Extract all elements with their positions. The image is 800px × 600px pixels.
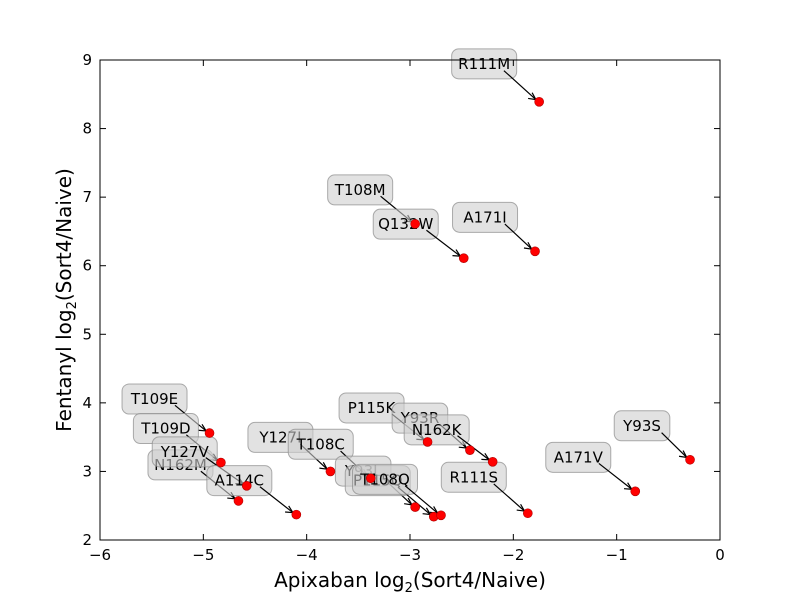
data-point-t108c [365,473,376,484]
annotation-label: T108M [334,181,386,199]
x-tick-label: −3 [399,546,421,564]
annotation-arrow [259,486,294,514]
y-tick-label: 7 [82,188,92,206]
data-point-r111m [534,97,544,107]
x-tick-label: −6 [89,546,111,564]
y-tick-label: 2 [82,531,92,549]
annotation-a114c: A114C [206,465,295,514]
annotation-label: T109E [130,390,178,408]
annotation-box [440,461,507,493]
y-tick-label: 8 [82,120,92,138]
annotation-a171i: A171I [452,201,533,250]
y-tick-label: 3 [82,462,92,480]
data-point-t109d [216,457,226,468]
annotations: R111MT108MQ132WA171IT109ET109DN162MY127V… [121,48,688,516]
y-tick-label: 5 [82,325,92,343]
data-point-y127i [325,466,336,477]
annotation-box [206,465,273,497]
annotation-r111m: R111M [451,48,537,101]
annotation-box [287,428,354,460]
data-point-r111s [522,508,533,519]
annotation-q132w: Q132W [372,208,462,257]
annotation-box [452,201,519,233]
annotation-arrow [404,485,439,514]
annotation-arrow [426,229,461,257]
x-tick-label: −4 [296,546,318,564]
annotation-r111s: R111S [440,461,526,512]
annotation-arrow [598,462,633,490]
annotation-label: N162K [412,421,463,439]
data-point-t108q [436,510,446,521]
y-tick-label: 4 [82,394,92,412]
annotation-y127v: Y127V [151,436,245,485]
annotation-label: P115K [348,399,397,417]
annotation-arrow [504,223,533,250]
y-axis-ticks: 2 3 4 5 6 7 8 9 [82,51,720,549]
annotation-box [613,410,671,442]
x-axis-ticks: −6 −5 −4 −3 −2 −1 0 [89,60,725,564]
annotation-label: T108C [296,435,345,453]
x-tick-label: −5 [192,546,214,564]
annotation-box [352,463,418,495]
data-point-a171i [530,246,540,257]
annotation-label: Y127V [160,443,210,461]
x-tick-label: −2 [502,546,524,564]
annotation-label: R111S [450,468,499,486]
annotation-label: Y93S [622,417,661,435]
annotation-arrow [661,432,688,458]
annotation-box [403,414,470,446]
y-tick-label: 6 [82,257,92,275]
annotation-label: R111M [458,55,510,73]
x-tick-label: −1 [606,546,628,564]
data-point-n162k [487,457,498,467]
data-point-t108m [410,219,420,229]
annotation-t108q: T108Q [352,463,439,514]
annotation-box [451,48,518,80]
data-point-t109e [204,428,215,438]
annotation-box [372,208,439,240]
data-point-y93r [465,445,475,455]
annotation-label: Q132W [378,215,433,233]
data-point-a114c [291,509,302,520]
y-tick-label: 9 [82,51,92,69]
annotation-t109e: T109E [121,383,208,432]
data-point-y93s [685,454,695,465]
data-point-y93l [410,502,420,512]
annotation-label: T109D [140,420,190,438]
annotation-n162k: N162K [403,414,491,461]
data-point-p115k [422,437,433,447]
data-point-a171v [630,486,641,497]
annotation-label: A171I [463,208,506,226]
data-points [204,97,695,522]
data-point-q132w [458,253,469,263]
annotation-a171v: A171V [545,441,633,490]
x-tick-label: 0 [715,546,725,564]
annotation-arrow [503,70,537,100]
annotation-y93s: Y93S [613,410,688,459]
x-axis-label: Apixaban log2(Sort4/Naive) [274,568,546,596]
annotation-arrow [493,483,525,512]
annotation-label: A171V [554,448,604,466]
annotation-label: A114C [215,472,264,490]
data-point-n162m [233,496,244,506]
annotation-box [327,174,394,206]
y-axis-label: Fentanyl log2(Sort4/Naive) [52,168,80,432]
annotation-box [151,436,218,468]
annotation-box [545,441,612,473]
data-point-y127v [241,481,252,491]
